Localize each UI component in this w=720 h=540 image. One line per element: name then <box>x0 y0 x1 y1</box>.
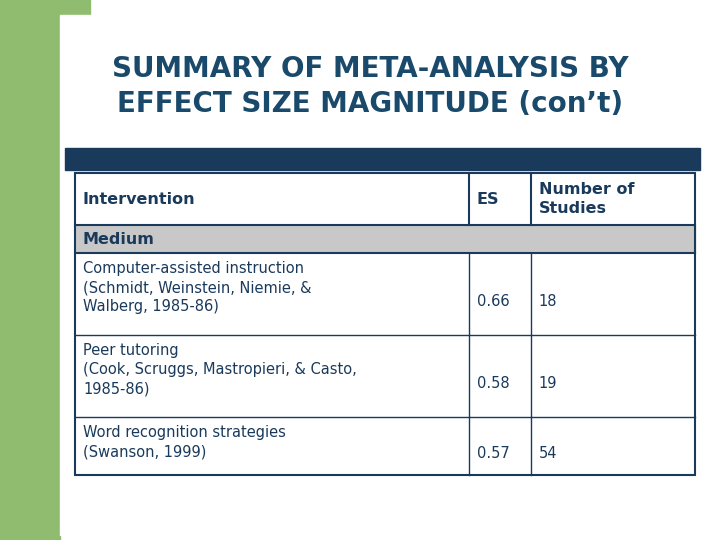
Text: 19: 19 <box>539 376 557 392</box>
Text: Intervention: Intervention <box>83 192 196 206</box>
Text: Peer tutoring
(Cook, Scruggs, Mastropieri, & Casto,
1985-86): Peer tutoring (Cook, Scruggs, Mastropier… <box>83 343 356 396</box>
Bar <box>75 225 695 253</box>
Text: 0.66: 0.66 <box>477 294 509 309</box>
Text: 54: 54 <box>539 447 557 462</box>
Bar <box>75 253 695 335</box>
Text: 18: 18 <box>539 294 557 309</box>
Text: Medium: Medium <box>83 232 155 246</box>
Bar <box>0 155 60 540</box>
Text: Word recognition strategies
(Swanson, 1999): Word recognition strategies (Swanson, 19… <box>83 425 286 459</box>
Bar <box>0 0 90 155</box>
Text: Number of
Studies: Number of Studies <box>539 182 634 216</box>
Text: ES: ES <box>477 192 499 206</box>
Bar <box>75 417 695 475</box>
Bar <box>75 173 695 225</box>
Text: 0.58: 0.58 <box>477 376 509 392</box>
Bar <box>75 335 695 417</box>
Text: SUMMARY OF META-ANALYSIS BY
EFFECT SIZE MAGNITUDE (con’t): SUMMARY OF META-ANALYSIS BY EFFECT SIZE … <box>112 55 629 118</box>
Bar <box>75 173 695 475</box>
Bar <box>65 148 700 170</box>
Text: Computer-assisted instruction
(Schmidt, Weinstein, Niemie, &
Walberg, 1985-86): Computer-assisted instruction (Schmidt, … <box>83 261 312 314</box>
Text: 0.57: 0.57 <box>477 447 510 462</box>
